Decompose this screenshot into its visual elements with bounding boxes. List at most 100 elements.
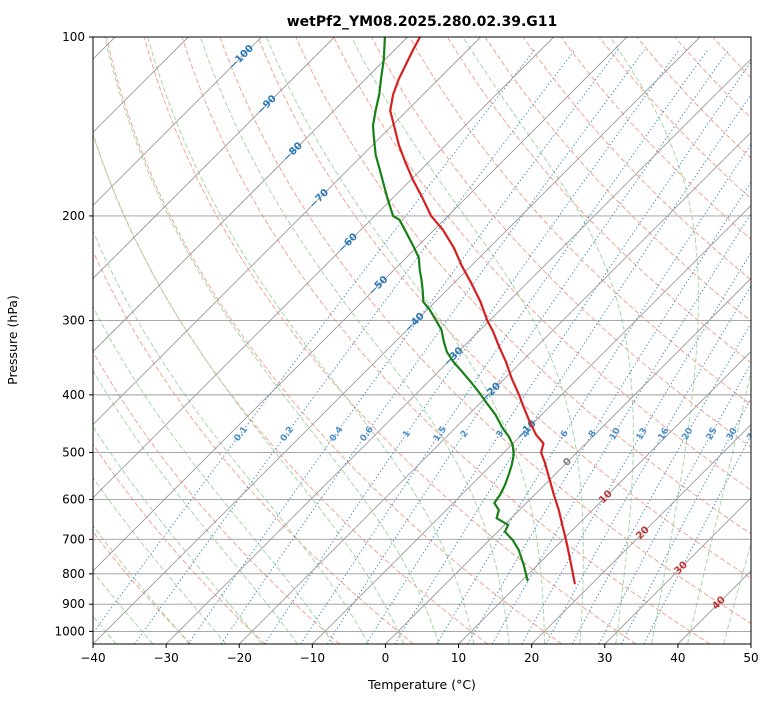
isotherm [385,277,751,644]
plot-area: −100−90−80−70−60−50−40−30−20−10010203040… [93,37,761,644]
y-axis-label: Pressure (hPa) [5,295,20,385]
mixing-ratio-line [93,49,536,634]
moist-adiabat [350,37,584,644]
dry-adiabat [295,37,751,535]
isotherm [165,58,751,644]
dry-adiabat [371,37,751,448]
mixing-ratio-label: 2 [459,429,471,440]
dry-adiabat [93,350,340,644]
isotherm [93,37,701,644]
moist-adiabat [147,37,475,644]
isotherm [93,37,335,280]
dry-adiabat [523,37,751,281]
isotherm-lines [93,37,751,644]
moist-adiabat [93,425,263,644]
x-tick-label: −10 [300,651,325,665]
moist-adiabat [265,37,545,644]
isotherm [677,570,751,644]
isotherm-label: −100 [228,43,256,71]
dry-adiabat [447,37,751,364]
isotherm-label: −80 [281,140,305,164]
mixing-ratio-line [598,362,751,644]
isobar-lines [93,37,751,632]
dry-adiabat-lines [93,37,751,644]
axes-ticks [89,36,752,648]
dry-adiabat [712,37,751,79]
isotherm-label: −60 [336,231,360,255]
mixing-ratio-line [394,93,751,644]
mixing-ratio-label: 0.6 [359,425,376,444]
isotherm-label: 30 [672,559,690,577]
mixing-ratio-labels: 0.1 0.2 0.4 0.6 1 1.5 2 3 4 6 8 10 13 16 20 25 30 36 [233,425,761,444]
mixing-ratio-line [187,49,619,644]
isotherm-label: 40 [710,595,728,613]
isotherm [458,350,751,644]
mixing-ratio-line [326,49,730,644]
x-tick-label: 10 [451,651,466,665]
mixing-ratio-label: 20 [681,426,696,442]
moist-adiabat [723,541,751,644]
y-tick-label: 900 [62,597,85,611]
dry-adiabat [599,37,751,200]
isotherm-label: −70 [308,187,332,211]
y-tick-label: 400 [62,388,85,402]
mixing-ratio-line [264,49,680,644]
mixing-ratio-label: 16 [657,426,672,442]
dry-adiabat [257,37,751,579]
isotherm-label: 0 [561,456,574,469]
moist-adiabat [609,37,699,644]
x-axis-label: Temperature (°C) [367,677,476,692]
isotherm [93,37,189,133]
mixing-ratio-line [365,60,751,644]
y-tick-label: 500 [62,445,85,459]
mixing-ratio-label: 8 [587,429,599,440]
y-tick-label: 200 [62,209,85,223]
moist-adiabat [199,37,510,644]
moist-adiabat [93,230,369,644]
mixing-ratio-line [134,49,576,644]
isotherm [93,37,408,353]
moist-adiabat [462,37,634,644]
isotherm-label: −50 [367,274,391,298]
mixing-ratio-line [436,143,751,644]
mixing-ratio-label: 25 [705,426,720,442]
mixing-ratio-label: 0.4 [328,425,345,444]
isotherm [93,37,481,426]
x-tick-label: 30 [597,651,612,665]
isotherm [238,131,751,644]
mixing-ratio-label: 3 [495,429,507,440]
moist-adiabat [93,305,334,644]
mixing-ratio-label: 4 [521,429,533,440]
plot-root: −100−90−80−70−60−50−40−30−20−10010203040… [54,30,761,665]
dewpoint-curve [371,37,529,582]
isotherm [604,497,751,644]
moist-adiabat [687,368,751,644]
isotherm [531,424,751,644]
moist-adiabat [93,369,299,644]
moist-adiabat [93,131,405,644]
y-tick-label: 800 [62,567,85,581]
mixing-ratio-label: 0.1 [233,425,251,444]
dry-adiabat [485,37,751,322]
dry-adiabat [333,37,751,491]
x-tick-label: −30 [153,651,178,665]
mixing-ratio-line [300,49,709,644]
temperature-curve [389,37,576,585]
mixing-ratio-line [545,284,751,644]
x-tick-label: 20 [524,651,539,665]
mixing-ratio-label: 36 [746,426,761,442]
isotherm [93,37,262,206]
x-tick-label: 50 [743,651,758,665]
moist-adiabat [93,524,190,644]
dry-adiabat [637,37,751,159]
x-tick-label: 0 [382,651,390,665]
mixing-ratio-label: 0.2 [279,425,296,444]
dry-adiabat [181,37,711,644]
sounding-curves [371,37,576,585]
moist-adiabat [93,476,227,644]
mixing-ratio-line [620,397,751,644]
y-tick-label: 1000 [54,624,85,638]
